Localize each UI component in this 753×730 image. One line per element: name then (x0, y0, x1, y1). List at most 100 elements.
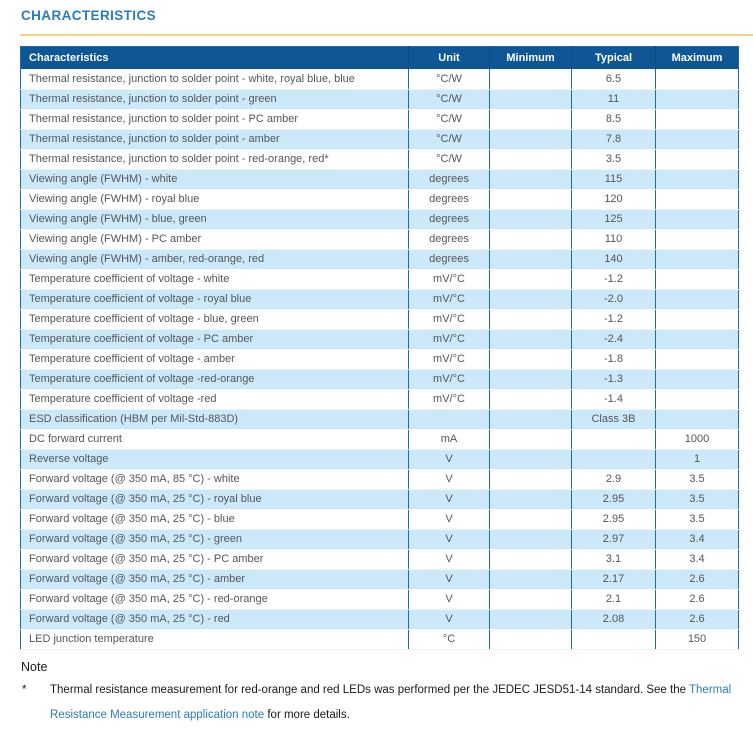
cell-characteristics: Forward voltage (@ 350 mA, 25 °C) - red-… (20, 589, 409, 610)
cell-maximum (655, 209, 739, 230)
column-header-unit: Unit (408, 46, 490, 69)
cell-minimum (489, 529, 572, 550)
table-body: Thermal resistance, junction to solder p… (20, 69, 739, 650)
cell-unit: °C/W (408, 69, 490, 90)
cell-minimum (489, 629, 572, 650)
cell-typical: 7.8 (571, 129, 656, 150)
cell-typical: -1.2 (571, 269, 656, 290)
table-row: Forward voltage (@ 350 mA, 25 °C) - ambe… (20, 569, 739, 590)
cell-minimum (489, 289, 572, 310)
table-row: Viewing angle (FWHM) - royal blue degrees… (20, 189, 739, 210)
cell-maximum: 1 (655, 449, 739, 470)
cell-unit: mV/°C (408, 269, 490, 290)
cell-characteristics: Temperature coefficient of voltage - amb… (20, 349, 409, 370)
table-header: Characteristics Unit Minimum Typical Maximum (20, 46, 739, 69)
table-row: Forward voltage (@ 350 mA, 25 °C) - gree… (20, 529, 739, 550)
cell-characteristics: Temperature coefficient of voltage -red (20, 389, 409, 410)
cell-maximum: 3.4 (655, 549, 739, 570)
cell-maximum (655, 229, 739, 250)
cell-typical: -1.8 (571, 349, 656, 370)
cell-characteristics: Viewing angle (FWHM) - royal blue (20, 189, 409, 210)
table-row: Thermal resistance, junction to solder p… (20, 129, 739, 150)
note-text-after-link: for more details. (264, 708, 350, 721)
table-row: Viewing angle (FWHM) - PC amber degrees 11… (20, 229, 739, 250)
cell-characteristics: Temperature coefficient of voltage - PC … (20, 329, 409, 350)
cell-typical: -2.0 (571, 289, 656, 310)
cell-minimum (489, 589, 572, 610)
cell-characteristics: Forward voltage (@ 350 mA, 25 °C) - roya… (20, 489, 409, 510)
cell-maximum (655, 349, 739, 370)
cell-maximum (655, 309, 739, 330)
cell-minimum (489, 329, 572, 350)
cell-minimum (489, 449, 572, 470)
cell-minimum (489, 609, 572, 630)
cell-maximum (655, 329, 739, 350)
cell-minimum (489, 149, 572, 170)
cell-typical: -1.4 (571, 389, 656, 410)
cell-maximum: 2.6 (655, 569, 739, 590)
cell-unit: mV/°C (408, 349, 490, 370)
cell-unit: degrees (408, 189, 490, 210)
cell-minimum (489, 189, 572, 210)
cell-characteristics: Thermal resistance, junction to solder p… (20, 129, 409, 150)
table-row: Forward voltage (@ 350 mA, 25 °C) - PC a… (20, 549, 739, 570)
cell-minimum (489, 309, 572, 330)
cell-maximum: 150 (655, 629, 739, 650)
cell-characteristics: Thermal resistance, junction to solder p… (20, 69, 409, 90)
cell-unit: °C/W (408, 129, 490, 150)
note-row: * Thermal resistance measurement for red… (22, 678, 735, 728)
cell-maximum (655, 269, 739, 290)
cell-minimum (489, 469, 572, 490)
cell-maximum (655, 289, 739, 310)
table-row: Temperature coefficient of voltage - PC … (20, 329, 739, 350)
table-row: Thermal resistance, junction to solder p… (20, 89, 739, 110)
cell-unit: mV/°C (408, 329, 490, 350)
cell-unit: mV/°C (408, 289, 490, 310)
cell-unit: V (408, 489, 490, 510)
thermal-resistance-application-note-link[interactable]: Thermal Resistance Measurement applicati… (50, 683, 732, 721)
characteristics-table: Characteristics Unit Minimum Typical Maximum… (20, 46, 739, 650)
note-marker: * (22, 683, 27, 696)
cell-unit (408, 409, 490, 430)
table-row: DC forward current mA 1000 (20, 429, 739, 450)
table-row: Viewing angle (FWHM) - blue, green degree… (20, 209, 739, 230)
cell-characteristics: LED junction temperature (20, 629, 409, 650)
gold-divider (20, 34, 753, 36)
cell-minimum (489, 389, 572, 410)
cell-characteristics: Thermal resistance, junction to solder p… (20, 109, 409, 130)
cell-characteristics: Forward voltage (@ 350 mA, 85 °C) - whit… (20, 469, 409, 490)
cell-typical: -1.3 (571, 369, 656, 390)
cell-characteristics: Forward voltage (@ 350 mA, 25 °C) - PC a… (20, 549, 409, 570)
cell-typical: 125 (571, 209, 656, 230)
cell-typical (571, 449, 656, 470)
cell-minimum (489, 209, 572, 230)
cell-minimum (489, 369, 572, 390)
cell-minimum (489, 129, 572, 150)
cell-typical: 6.5 (571, 69, 656, 90)
cell-typical: 8.5 (571, 109, 656, 130)
cell-typical (571, 429, 656, 450)
cell-maximum (655, 109, 739, 130)
cell-unit: V (408, 469, 490, 490)
cell-characteristics: Forward voltage (@ 350 mA, 25 °C) - blue (20, 509, 409, 530)
cell-unit: V (408, 589, 490, 610)
column-header-characteristics: Characteristics (20, 46, 409, 69)
cell-maximum (655, 249, 739, 270)
cell-maximum (655, 89, 739, 110)
cell-minimum (489, 269, 572, 290)
table-row: Temperature coefficient of voltage -red m… (20, 389, 739, 410)
cell-characteristics: Thermal resistance, junction to solder p… (20, 149, 409, 170)
cell-maximum: 2.6 (655, 589, 739, 610)
column-header-maximum: Maximum (655, 46, 739, 69)
table-row: LED junction temperature °C 150 (20, 629, 739, 650)
table-row: Thermal resistance, junction to solder p… (20, 149, 739, 170)
cell-characteristics: Temperature coefficient of voltage - blu… (20, 309, 409, 330)
cell-unit: degrees (408, 249, 490, 270)
cell-maximum (655, 169, 739, 190)
table-row: Thermal resistance, junction to solder p… (20, 69, 739, 90)
cell-characteristics: Forward voltage (@ 350 mA, 25 °C) - ambe… (20, 569, 409, 590)
cell-unit: V (408, 449, 490, 470)
cell-minimum (489, 169, 572, 190)
cell-characteristics: Thermal resistance, junction to solder p… (20, 89, 409, 110)
cell-maximum (655, 69, 739, 90)
